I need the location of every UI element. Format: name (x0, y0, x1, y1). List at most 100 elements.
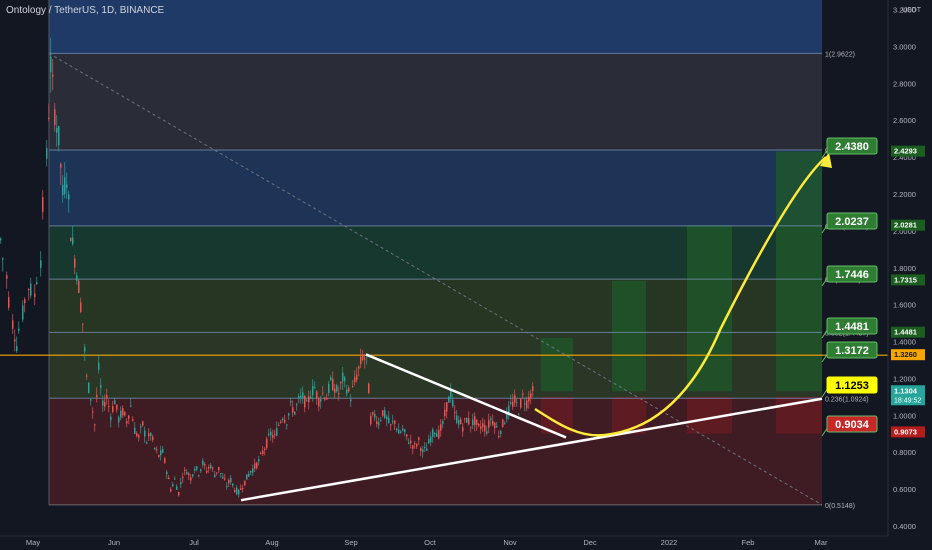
candle-body (398, 429, 400, 434)
candle-body (246, 474, 248, 480)
candle-body (16, 346, 18, 352)
candle-body (64, 177, 66, 195)
candle-body (24, 299, 26, 304)
candle-body (100, 385, 102, 388)
price-tick-label: 2.6000 (893, 116, 916, 125)
candle-body (446, 402, 448, 412)
candle-body (498, 436, 500, 438)
candle-body (162, 448, 164, 453)
candle-body (84, 347, 86, 352)
candle-body (204, 463, 206, 466)
time-tick-label: 2022 (661, 538, 678, 547)
candle-body (104, 402, 106, 407)
target-flag-label: 2.4380 (835, 141, 869, 153)
candle-body (182, 476, 184, 479)
candle-body (348, 387, 350, 392)
candle-body (462, 427, 464, 432)
triangle-upper-trendline (365, 353, 567, 439)
price-badge (891, 349, 925, 361)
candle-body (344, 377, 346, 381)
time-tick-label: Jul (189, 538, 199, 547)
candle-body (206, 470, 208, 473)
candle-body (412, 445, 414, 449)
candle-body (58, 125, 60, 146)
candle-body (288, 413, 290, 416)
candle-body (154, 447, 156, 449)
candle-body (368, 383, 370, 394)
price-axis-unit: USDT (902, 7, 922, 14)
time-tick-label: Feb (742, 538, 755, 547)
candle-body (356, 374, 358, 380)
candle-body (134, 427, 136, 434)
price-tick-label: 2.4000 (893, 153, 916, 162)
candle-body (96, 394, 98, 397)
candle-body (420, 448, 422, 452)
candle-body (88, 382, 90, 394)
time-tick-label: Sep (344, 538, 357, 547)
candle-body (132, 419, 134, 422)
candle-body (62, 184, 64, 196)
price-tick-label: 1.6000 (893, 301, 916, 310)
candle-body (164, 458, 166, 463)
candle-body (484, 424, 486, 432)
candle-body (258, 459, 260, 462)
candle-body (80, 302, 82, 312)
candle-body (478, 424, 480, 426)
candle-body (192, 474, 194, 477)
target-flag-box (826, 137, 878, 155)
candle-body (228, 480, 230, 484)
candle-body (218, 467, 220, 471)
candle-body (400, 431, 402, 433)
candle-body (114, 400, 116, 405)
candle-body (382, 410, 384, 416)
fib-zone-1 (49, 53, 822, 150)
candle-body (188, 473, 190, 476)
symbol-title: Ontology / TetherUS, 1D, BINANCE (6, 5, 165, 16)
candle-body (142, 421, 144, 426)
target-flag-label: 0.9034 (835, 419, 870, 431)
candle-body (234, 489, 236, 492)
candle-body (448, 396, 450, 403)
candle-body (106, 395, 108, 399)
candle-body (86, 375, 88, 377)
candle-body (496, 426, 498, 428)
fib-label: 0(0.5148) (825, 503, 855, 510)
candle-body (298, 396, 300, 399)
candle-body (238, 489, 240, 495)
candle-body (34, 293, 36, 298)
candle-body (362, 354, 364, 360)
candle-body (130, 405, 132, 407)
candle-body (450, 389, 452, 398)
time-tick-label: Oct (424, 538, 437, 547)
candle-body (494, 422, 496, 428)
candle-body (36, 282, 38, 285)
candle-body (196, 466, 198, 470)
candle-body (314, 387, 316, 389)
candle-body (68, 194, 70, 200)
candle-body (50, 56, 52, 73)
candle-body (194, 468, 196, 471)
target-flag-box (826, 317, 878, 335)
candle-body (306, 400, 308, 402)
candle-body (508, 405, 510, 415)
candle-body (76, 275, 78, 281)
candle-body (56, 127, 58, 133)
triangle-lower-trendline (240, 397, 823, 502)
candle-body (504, 423, 506, 425)
candle-body (138, 435, 140, 438)
candle-body (304, 395, 306, 408)
candle-body (268, 433, 270, 436)
candle-body (426, 448, 428, 451)
price-badge (891, 219, 925, 231)
candle-body (502, 419, 504, 427)
candle-body (482, 423, 484, 428)
candle-body (226, 486, 228, 488)
candle-body (92, 411, 94, 413)
candle-body (198, 475, 200, 477)
candle-body (278, 424, 280, 426)
candle-body (262, 450, 264, 455)
candle-body (214, 474, 216, 478)
candle-body (380, 419, 382, 421)
candle-body (186, 472, 188, 475)
